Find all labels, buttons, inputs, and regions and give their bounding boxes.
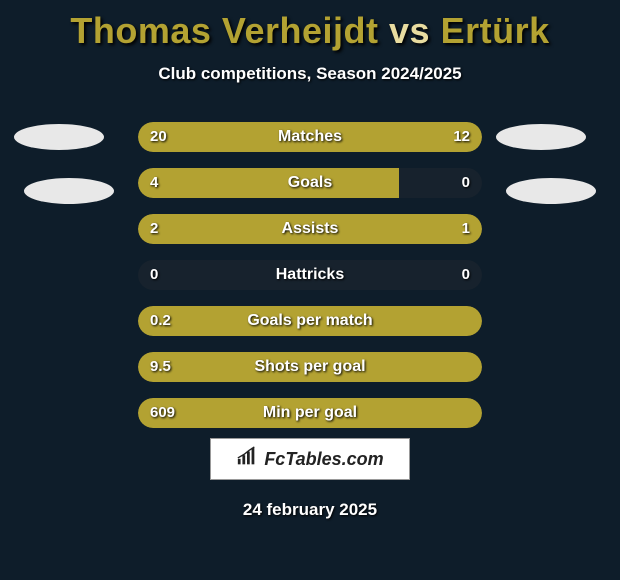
stat-row: Shots per goal9.5 <box>138 352 482 382</box>
stat-value-left: 0.2 <box>150 306 171 336</box>
stat-value-right: 0 <box>462 168 470 198</box>
stat-label: Min per goal <box>138 398 482 428</box>
footer-date: 24 february 2025 <box>0 500 620 520</box>
club-logo-placeholder <box>14 124 104 150</box>
stat-label: Goals per match <box>138 306 482 336</box>
stat-value-left: 2 <box>150 214 158 244</box>
stat-label: Hattricks <box>138 260 482 290</box>
player2-name: Ertürk <box>441 10 550 51</box>
stat-value-left: 20 <box>150 122 167 152</box>
stat-label: Shots per goal <box>138 352 482 382</box>
stat-value-left: 9.5 <box>150 352 171 382</box>
stat-row: Goals4 0 <box>138 168 482 198</box>
stat-value-right: 1 <box>462 214 470 244</box>
player1-name: Thomas Verheijdt <box>70 10 378 51</box>
stat-label: Matches <box>138 122 482 152</box>
stat-value-right: 12 <box>453 122 470 152</box>
bar-chart-icon <box>236 446 258 473</box>
stat-value-left: 4 <box>150 168 158 198</box>
stat-row: Goals per match0.2 <box>138 306 482 336</box>
subtitle: Club competitions, Season 2024/2025 <box>0 64 620 84</box>
branding-text: FcTables.com <box>264 449 383 470</box>
club-logo-placeholder <box>24 178 114 204</box>
stat-row: Matches20 12 <box>138 122 482 152</box>
comparison-title: Thomas Verheijdt vs Ertürk <box>0 0 620 52</box>
stat-row: Min per goal609 <box>138 398 482 428</box>
stat-value-left: 0 <box>150 260 158 290</box>
stat-label: Assists <box>138 214 482 244</box>
club-logo-placeholder <box>496 124 586 150</box>
stat-row: Hattricks0 0 <box>138 260 482 290</box>
stats-bars-area: Matches2012Goals40Assists21Hattricks00Go… <box>138 122 482 444</box>
stat-value-right: 0 <box>462 260 470 290</box>
vs-label: vs <box>389 10 430 51</box>
stat-label: Goals <box>138 168 482 198</box>
stat-value-left: 609 <box>150 398 175 428</box>
stat-row: Assists2 1 <box>138 214 482 244</box>
club-logo-placeholder <box>506 178 596 204</box>
branding-box: FcTables.com <box>210 438 410 480</box>
